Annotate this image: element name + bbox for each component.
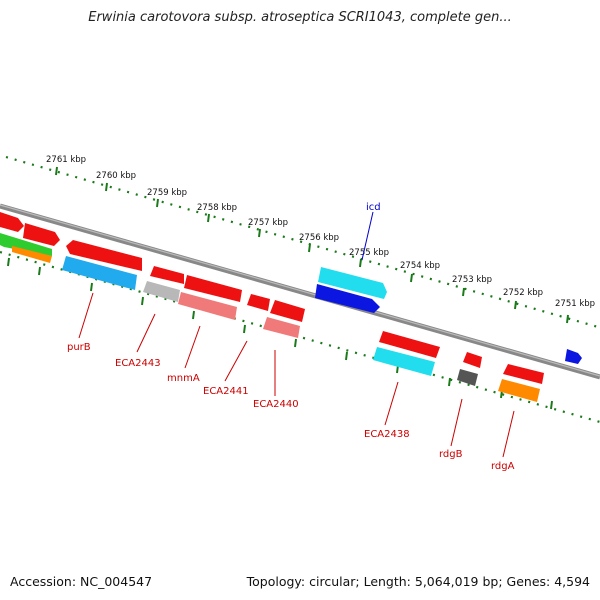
gene-rdgB-red <box>463 352 482 368</box>
map-title: Erwinia carotovora subsp. atroseptica SC… <box>88 10 512 25</box>
gene-labels: icd purB ECA2443 mnmA ECA2441 ECA2440 EC… <box>67 202 515 472</box>
gene-ECA2441-red <box>247 294 270 311</box>
gene-rdgA-red <box>503 364 544 384</box>
gene-rdgB <box>457 369 478 386</box>
kbp-label-2760: 2760 kbp <box>96 171 136 181</box>
kbp-label-2751: 2751 kbp <box>555 299 595 309</box>
lower-tick-7 <box>345 351 348 361</box>
accession-label: Accession: NC_004547 <box>10 574 153 589</box>
lower-tick-11 <box>550 400 553 410</box>
kbp-label-2758: 2758 kbp <box>197 203 237 213</box>
gene-label-ECA2440: ECA2440 <box>253 399 299 410</box>
lower-tick-3 <box>141 296 144 306</box>
upper-tick-8 <box>462 287 465 297</box>
reverse-genes <box>0 233 544 402</box>
upper-tick-3 <box>207 213 210 223</box>
lower-tick-4 <box>192 310 195 320</box>
genome-info-label: Topology: circular; Length: 5,064,019 bp… <box>246 574 590 589</box>
gene-label-mnmA: mnmA <box>167 373 200 384</box>
gene-purB <box>62 256 137 290</box>
gene-rdgA <box>498 379 540 402</box>
kbp-label-2757: 2757 kbp <box>248 218 288 228</box>
gene-red-fwd-2 <box>23 223 60 246</box>
upper-tick-1 <box>105 182 108 192</box>
upper-tick-4 <box>258 228 261 238</box>
kbp-labels: 2761 kbp 2760 kbp 2759 kbp 2758 kbp 2757… <box>46 155 595 309</box>
kbp-label-2752: 2752 kbp <box>503 288 543 298</box>
upper-tick-7 <box>410 273 413 283</box>
kbp-label-2754: 2754 kbp <box>400 261 440 271</box>
gene-purB-red <box>66 240 142 271</box>
kbp-label-2756: 2756 kbp <box>299 233 339 243</box>
gene-ECA2440 <box>263 317 300 338</box>
upper-tick-2 <box>156 198 159 208</box>
upper-tick-9 <box>514 300 517 310</box>
kbp-label-2759: 2759 kbp <box>147 188 187 198</box>
gene-label-rdgA: rdgA <box>491 461 515 472</box>
gene-label-ECA2441: ECA2441 <box>203 386 249 397</box>
lower-tick-2 <box>90 282 93 292</box>
lower-tick-5 <box>243 324 246 334</box>
gene-label-purB: purB <box>67 342 91 353</box>
gene-ECA2440-red <box>270 300 305 322</box>
gene-mnmA-red <box>184 275 242 302</box>
gene-ECA2443-red <box>150 266 184 284</box>
scale-ticks <box>7 166 569 410</box>
gene-label-ECA2438: ECA2438 <box>364 429 410 440</box>
upper-scale-line <box>5 155 599 329</box>
gene-mnmA <box>178 292 237 320</box>
kbp-label-2755: 2755 kbp <box>349 248 389 258</box>
gene-ECA2438-red <box>379 331 440 358</box>
gene-icd <box>318 267 387 299</box>
gene-blue-small <box>565 349 582 364</box>
lower-tick-9 <box>448 377 451 387</box>
upper-tick-0 <box>55 166 58 176</box>
upper-tick-6 <box>359 258 362 268</box>
gene-label-icd: icd <box>366 202 381 213</box>
lower-tick-0 <box>7 257 10 267</box>
forward-genes <box>0 212 582 364</box>
gene-blue-fwd <box>315 284 380 313</box>
gene-label-ECA2443: ECA2443 <box>115 358 161 369</box>
kbp-label-2753: 2753 kbp <box>452 275 492 285</box>
gene-green <box>0 233 52 256</box>
lower-tick-1 <box>38 266 41 276</box>
upper-tick-5 <box>308 243 311 253</box>
kbp-label-2761: 2761 kbp <box>46 155 86 165</box>
gene-label-rdgB: rdgB <box>439 449 463 460</box>
gene-orange-left <box>12 246 52 263</box>
lower-tick-6 <box>294 338 297 348</box>
gene-ECA2438 <box>373 347 435 376</box>
genome-backbone <box>0 203 600 380</box>
upper-tick-10 <box>566 314 569 324</box>
gene-red-fwd-1 <box>0 212 24 232</box>
gene-ECA2443 <box>143 281 180 302</box>
leader-lines <box>78 211 515 458</box>
